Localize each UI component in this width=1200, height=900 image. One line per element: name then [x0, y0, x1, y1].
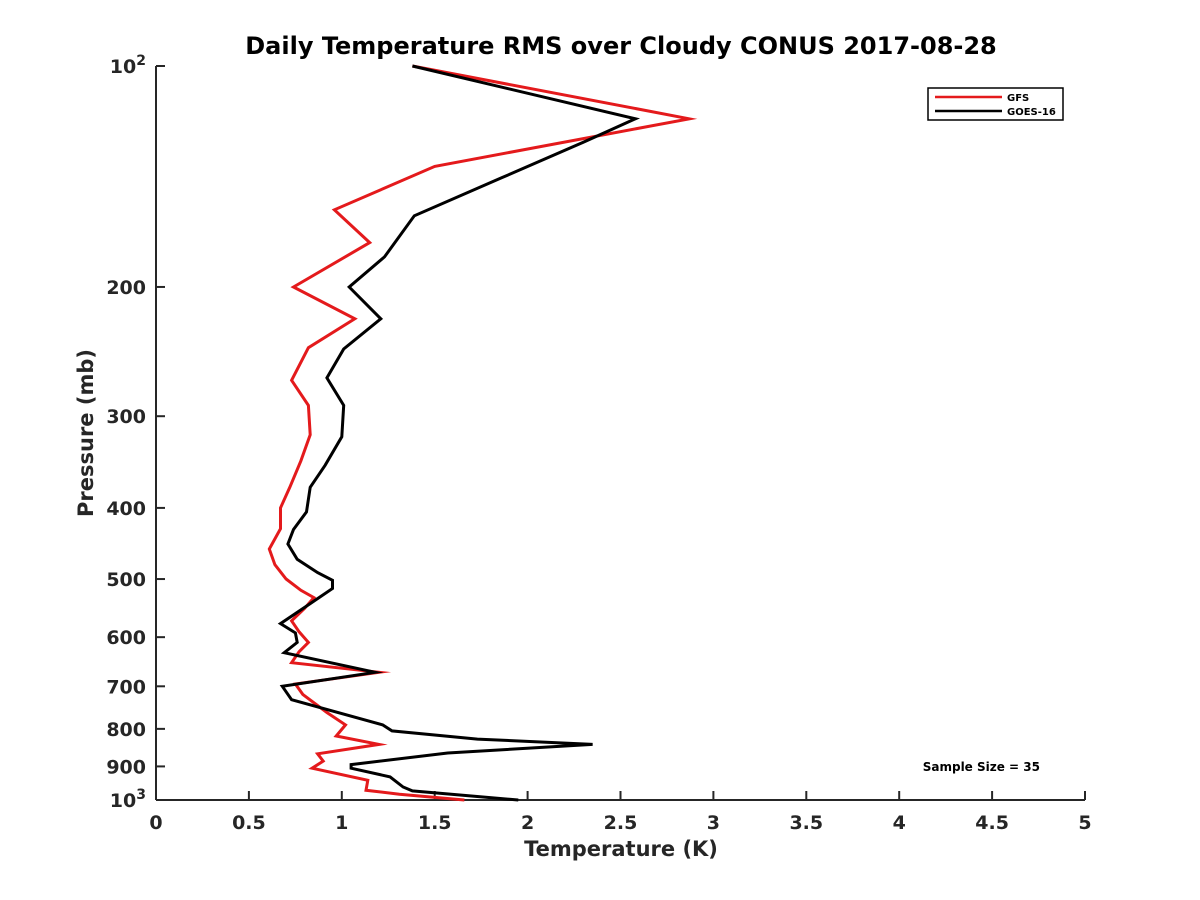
- y-axis-ticks: 102 200 300 400 500 600 700 800 900 103: [106, 53, 165, 812]
- y-tick-label: 200: [106, 277, 146, 299]
- x-tick-label: 0.5: [232, 812, 266, 834]
- series-line-gfs: [267, 64, 698, 802]
- y-tick-label: 700: [106, 676, 146, 698]
- x-tick-label: 4.5: [975, 812, 1009, 834]
- y-tick-label: 800: [106, 719, 146, 741]
- legend: GFS GOES-16: [927, 87, 1064, 121]
- y-tick-label: 900: [106, 756, 146, 778]
- y-tick-label: 500: [106, 569, 146, 591]
- series-line-goes16: [277, 64, 641, 802]
- y-tick-label: 600: [106, 627, 146, 649]
- legend-label-gfs: GFS: [1007, 93, 1029, 104]
- x-tick-label: 3.5: [789, 812, 823, 834]
- x-tick-label: 3: [707, 812, 720, 834]
- x-tick-label: 2: [521, 812, 534, 834]
- x-tick-label: 5: [1078, 812, 1091, 834]
- x-axis-ticks: 0 0.5 1 1.5 2 2.5 3 3.5 4 4.5 5: [149, 791, 1092, 834]
- sample-size-annotation: Sample Size = 35: [923, 760, 1040, 774]
- y-tick-label: 102: [110, 53, 146, 78]
- x-axis-label: Temperature (K): [524, 837, 718, 861]
- x-tick-label: 1.5: [418, 812, 452, 834]
- x-tick-label: 1: [335, 812, 348, 834]
- y-axis-label: Pressure (mb): [74, 349, 98, 517]
- y-tick-label: 103: [110, 787, 146, 812]
- legend-box: [927, 87, 1064, 121]
- x-tick-label: 0: [149, 812, 162, 834]
- chart-title: Daily Temperature RMS over Cloudy CONUS …: [245, 32, 997, 60]
- x-tick-label: 4: [893, 812, 906, 834]
- legend-label-goes16: GOES-16: [1007, 107, 1056, 118]
- x-tick-label: 2.5: [604, 812, 638, 834]
- series-layer: [267, 64, 698, 802]
- y-tick-label: 400: [106, 498, 146, 520]
- y-tick-label: 300: [106, 406, 146, 428]
